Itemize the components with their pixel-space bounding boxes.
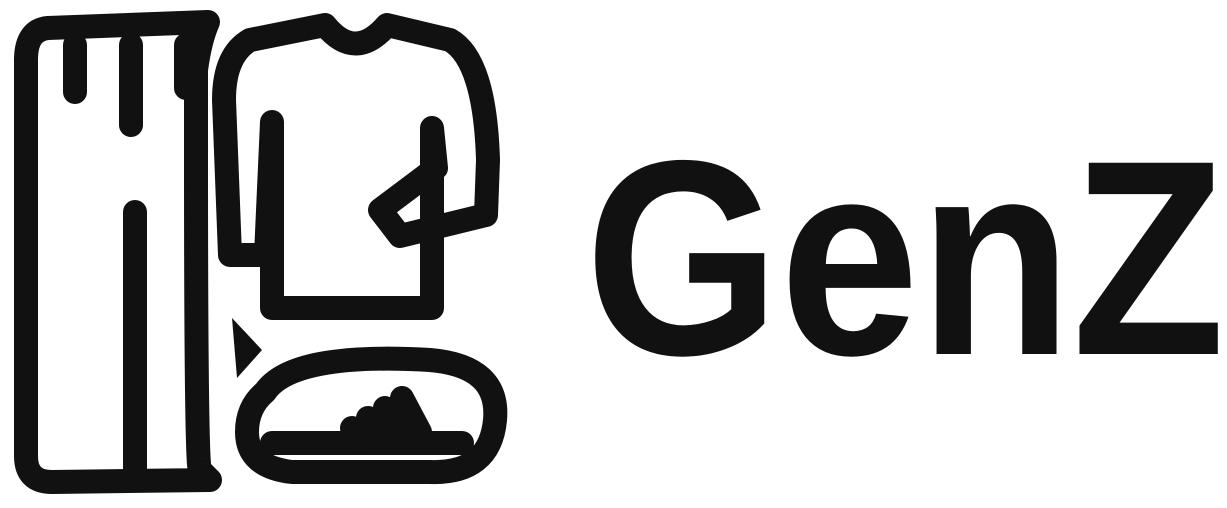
shoe-lace: [373, 396, 414, 448]
logo-icon: [14, 10, 508, 494]
logo-text: GenZ: [585, 102, 1225, 413]
shirt-icon: [212, 13, 500, 320]
shoe-lace: [390, 386, 432, 444]
shoe-lace: [340, 416, 372, 452]
decor-triangle: [232, 318, 262, 378]
shoe-lace: [356, 406, 394, 450]
shoe-icon: [235, 346, 508, 485]
